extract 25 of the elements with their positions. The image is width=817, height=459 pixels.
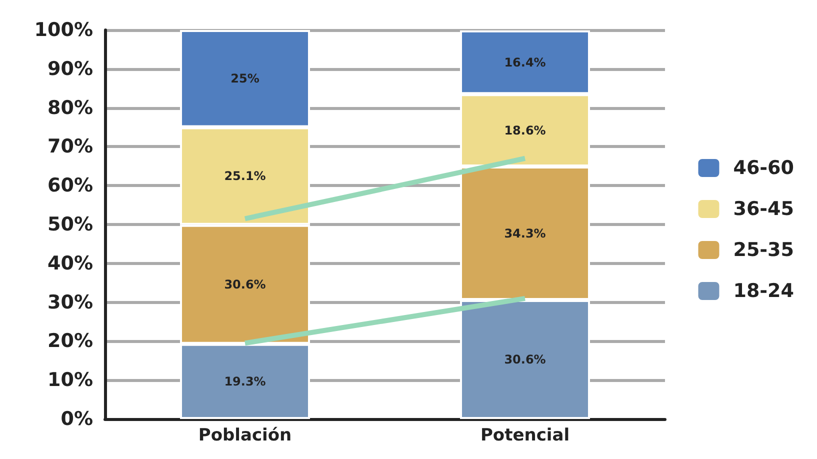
y-tick-label: 10% (48, 369, 93, 392)
data-label: 25% (230, 72, 260, 86)
y-tick-label: 50% (48, 214, 93, 236)
legend-label: 25-35 (733, 239, 794, 261)
data-label: 34.3% (504, 226, 546, 240)
y-tick-label: 0% (60, 408, 93, 430)
data-label: 16.4% (504, 55, 546, 70)
data-label: 25.1% (224, 169, 266, 184)
x-tick-label: Población (198, 426, 292, 446)
x-tick-label: Potencial (480, 426, 570, 446)
y-tick-label: 20% (48, 330, 93, 352)
y-tick-label: 90% (48, 58, 93, 80)
y-tick-label: 60% (48, 174, 93, 197)
data-label: 18.6% (504, 123, 546, 138)
data-label: 30.6% (504, 352, 546, 366)
data-label: 30.6% (224, 277, 266, 292)
y-tick-label: 100% (34, 19, 93, 41)
y-tick-label: 40% (48, 252, 93, 274)
y-tick-label: 30% (48, 291, 93, 314)
y-tick-label: 80% (48, 96, 93, 119)
data-label: 19.3% (224, 374, 266, 388)
legend-label: 36-45 (733, 198, 794, 220)
y-tick-label: 70% (48, 136, 93, 158)
legend-label: 18-24 (733, 280, 794, 302)
legend-label: 46-60 (733, 157, 794, 179)
